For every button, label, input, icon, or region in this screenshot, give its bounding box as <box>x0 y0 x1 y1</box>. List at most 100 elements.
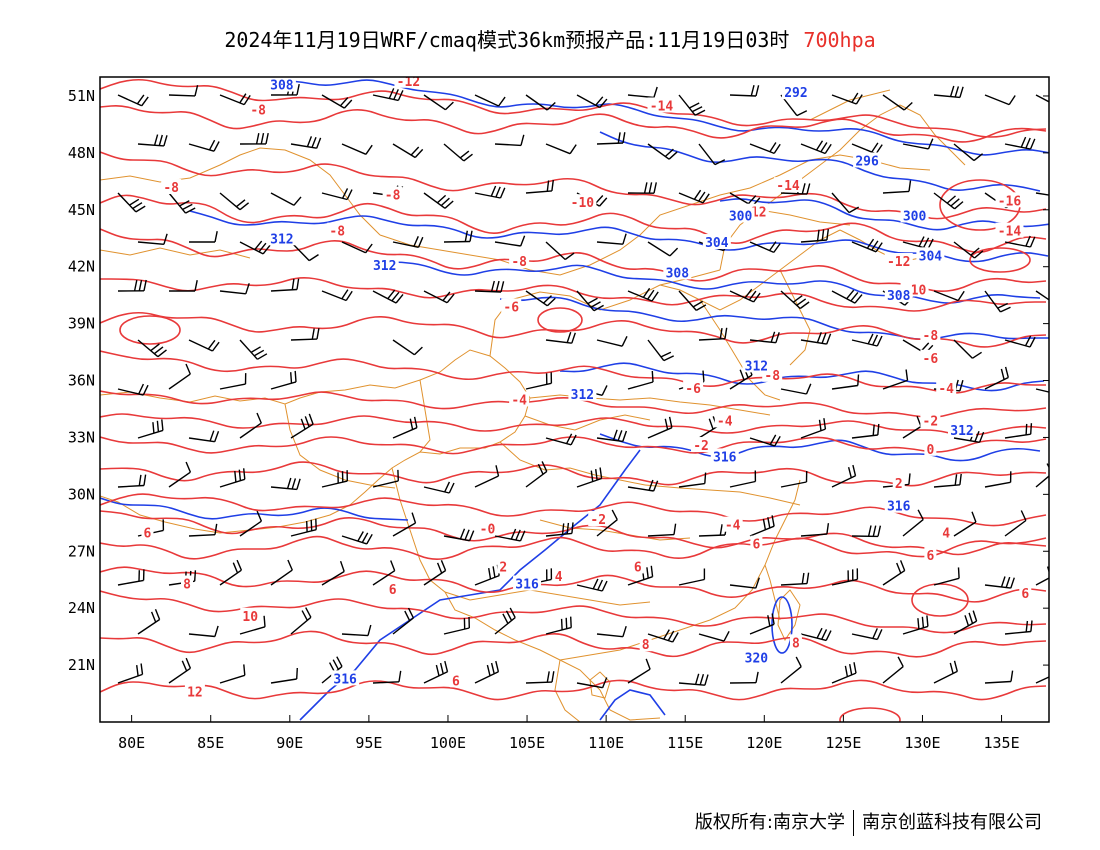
temperature-label: -2 <box>923 414 939 429</box>
wind-barb <box>1004 510 1027 537</box>
wind-barb <box>372 560 396 586</box>
wind-barb <box>576 94 608 109</box>
temperature-contours <box>100 78 1047 722</box>
lon-label: 90E <box>276 734 303 752</box>
temperature-label-bg <box>940 524 953 540</box>
temperature-label: 6 <box>389 583 397 598</box>
temperature-contour <box>100 436 1047 455</box>
wind-barb <box>137 233 168 245</box>
wind-barb <box>984 366 1009 390</box>
map-title: 2024年11月19日WRF/cmaq模式36km预报产品:11月19日03时 7… <box>0 24 1100 53</box>
wind-barb <box>290 518 317 537</box>
height-label-bg <box>742 357 771 373</box>
wind-barb <box>372 670 402 684</box>
height-label: 312 <box>373 259 396 274</box>
temperature-label: -2 <box>693 439 709 454</box>
wind-barb <box>984 576 1015 589</box>
wind-barb <box>678 568 706 586</box>
wind-barb <box>474 94 506 107</box>
height-contour <box>499 296 1049 341</box>
temperature-contour-cell <box>839 707 901 722</box>
wind-barb <box>219 664 246 684</box>
wind-barb <box>117 94 149 107</box>
temperature-contour <box>100 151 1047 220</box>
wind-barb <box>1004 620 1033 635</box>
wind-barb <box>219 559 243 586</box>
temperature-label-bg <box>240 607 261 623</box>
temperature-label: -4 <box>938 382 954 397</box>
wind-barb <box>392 607 415 635</box>
wind-barb <box>525 94 556 111</box>
wind-barb <box>239 412 262 439</box>
height-label-bg <box>726 207 755 223</box>
wind-barb <box>984 670 1014 684</box>
wind-barb <box>882 369 909 390</box>
wind-barb <box>188 139 220 152</box>
wind-barb <box>953 511 977 537</box>
wind-barb <box>729 577 760 589</box>
temperature-label-bg <box>995 192 1024 208</box>
wind-barb <box>698 143 726 166</box>
footer-credit: 版权所有:南京大学 南京创蓝科技有限公司 <box>695 808 1042 836</box>
wind-barb <box>984 290 1011 313</box>
boundary-lines <box>100 89 966 722</box>
map-frame <box>99 76 1050 723</box>
temperature-label-bg <box>248 101 269 117</box>
temperature-label-bg <box>884 253 913 269</box>
height-label-bg <box>513 575 542 591</box>
temperature-label-bg <box>774 177 803 193</box>
wind-barb <box>423 192 454 209</box>
temperature-label-bg <box>184 683 205 699</box>
wind-barb <box>1004 423 1033 439</box>
wind-barb <box>882 560 906 586</box>
height-label-bg <box>781 84 810 100</box>
temperature-label-bg <box>509 253 530 269</box>
wind-barb <box>831 464 857 488</box>
wind-barb <box>627 479 659 492</box>
wind-barb <box>372 469 399 488</box>
wind-barb <box>647 143 678 160</box>
wind-barb <box>545 522 574 537</box>
wind-barb <box>137 609 161 635</box>
temperature-label-bg <box>631 558 644 574</box>
height-label-bg <box>702 234 731 250</box>
wind-barb <box>117 474 147 488</box>
height-label: 316 <box>887 500 911 515</box>
temperature-contour <box>100 276 1046 312</box>
temperature-label-bg <box>995 222 1024 238</box>
wind-barb <box>474 465 500 488</box>
temperature-label: -8 <box>923 329 939 344</box>
temperature-label: 6 <box>752 538 760 553</box>
height-contour <box>599 689 666 721</box>
lon-label: 120E <box>746 734 782 752</box>
wind-barb <box>729 470 757 488</box>
wind-barb <box>392 339 423 356</box>
temperature-label-bg <box>501 298 522 314</box>
temperature-label-bg <box>497 558 510 574</box>
wind-barb <box>545 331 576 344</box>
wind-barb <box>290 136 322 149</box>
lat-label: 42N <box>68 258 95 276</box>
lat-label: 48N <box>68 144 95 162</box>
lat-label: 39N <box>68 315 95 333</box>
wind-barb <box>525 179 554 194</box>
wind-barb <box>494 134 525 147</box>
wind-barb <box>372 88 404 102</box>
wind-barb <box>647 339 675 362</box>
temperature-label-bg <box>588 511 609 527</box>
wind-barb <box>117 569 145 586</box>
temperature-label: 8 <box>642 638 650 653</box>
temperature-label: -0 <box>480 523 496 538</box>
temperature-label: 8 <box>183 578 191 593</box>
temperature-contour <box>100 535 1047 560</box>
wind-barb <box>729 85 760 97</box>
lon-label: 130E <box>904 734 940 752</box>
wind-barb <box>698 524 728 537</box>
temperature-label-bg <box>477 520 498 536</box>
footer-separator <box>853 810 854 836</box>
longitude-axis: 80E 85E 90E 95E 100E 105E 110E 115E 120E 125E 130E… <box>118 715 1020 752</box>
wind-barb <box>168 363 191 390</box>
wind-barb <box>831 192 860 214</box>
lat-label: 24N <box>68 599 95 617</box>
wind-barb <box>494 235 526 247</box>
